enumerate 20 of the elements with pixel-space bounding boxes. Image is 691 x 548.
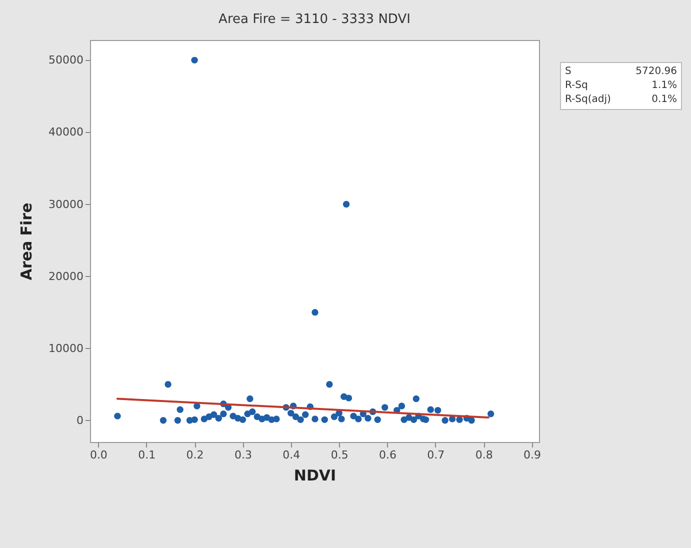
- y-tick-label: 30000: [48, 198, 84, 211]
- x-tick-label: 0.3: [234, 448, 252, 462]
- x-tick-label: 0.5: [330, 448, 348, 462]
- x-tick-label: 0.6: [378, 448, 396, 462]
- x-axis-title: NDVI: [294, 466, 336, 484]
- x-tick-label: 0.0: [90, 448, 108, 462]
- y-tick-label: 10000: [48, 342, 84, 355]
- x-tick-label: 0.4: [282, 448, 300, 462]
- y-tick-label: 40000: [48, 126, 84, 139]
- x-tick-label: 0.7: [427, 448, 445, 462]
- stats-table: S 5720.96 R-Sq 1.1% R-Sq(adj) 0.1%: [560, 62, 682, 110]
- y-tick-label: 20000: [48, 270, 84, 283]
- x-tick-label: 0.1: [138, 448, 156, 462]
- x-tick-label: 0.9: [524, 448, 542, 462]
- x-tick-label: 0.8: [475, 448, 493, 462]
- y-tick-label: 50000: [48, 54, 84, 67]
- y-tick-label: 0: [76, 414, 84, 427]
- y-axis-title: Area Fire: [18, 202, 36, 280]
- chart-title: Area Fire = 3110 - 3333 NDVI: [218, 12, 410, 27]
- x-tick-label: 0.2: [186, 448, 204, 462]
